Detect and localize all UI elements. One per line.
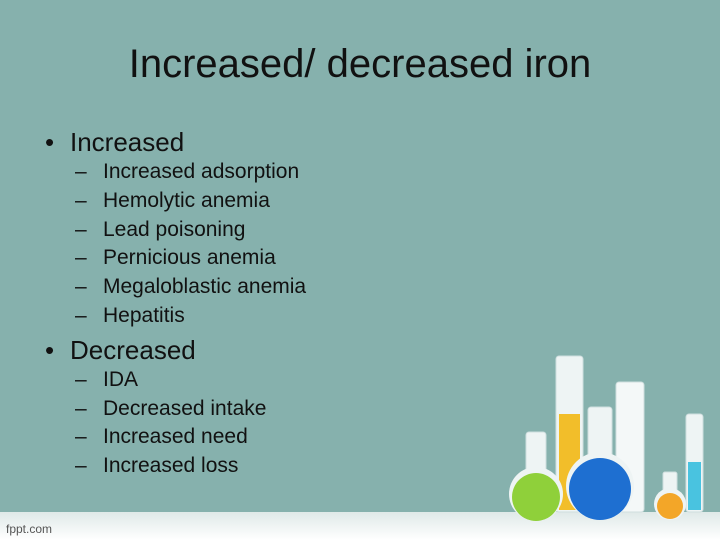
sub-bullet: IDA: [75, 368, 138, 392]
bullet: Increased: [45, 127, 184, 158]
sub-bullet: Hemolytic anemia: [75, 189, 270, 213]
sub-bullet: Lead poisoning: [75, 218, 246, 242]
title: Increased/ decreased iron: [128, 42, 592, 86]
sub-bullet: Increased adsorption: [75, 160, 299, 184]
sub-bullet: Decreased intake: [75, 397, 267, 421]
sub-bullet: Pernicious anemia: [75, 246, 276, 270]
sub-bullet: Hepatitis: [75, 304, 185, 328]
sub-bullet: Megaloblastic anemia: [75, 275, 306, 299]
sub-bullet: Increased loss: [75, 454, 238, 478]
sub-bullet: Increased need: [75, 425, 248, 449]
bullet: Decreased: [45, 335, 196, 366]
footer: fppt.com: [6, 522, 53, 536]
